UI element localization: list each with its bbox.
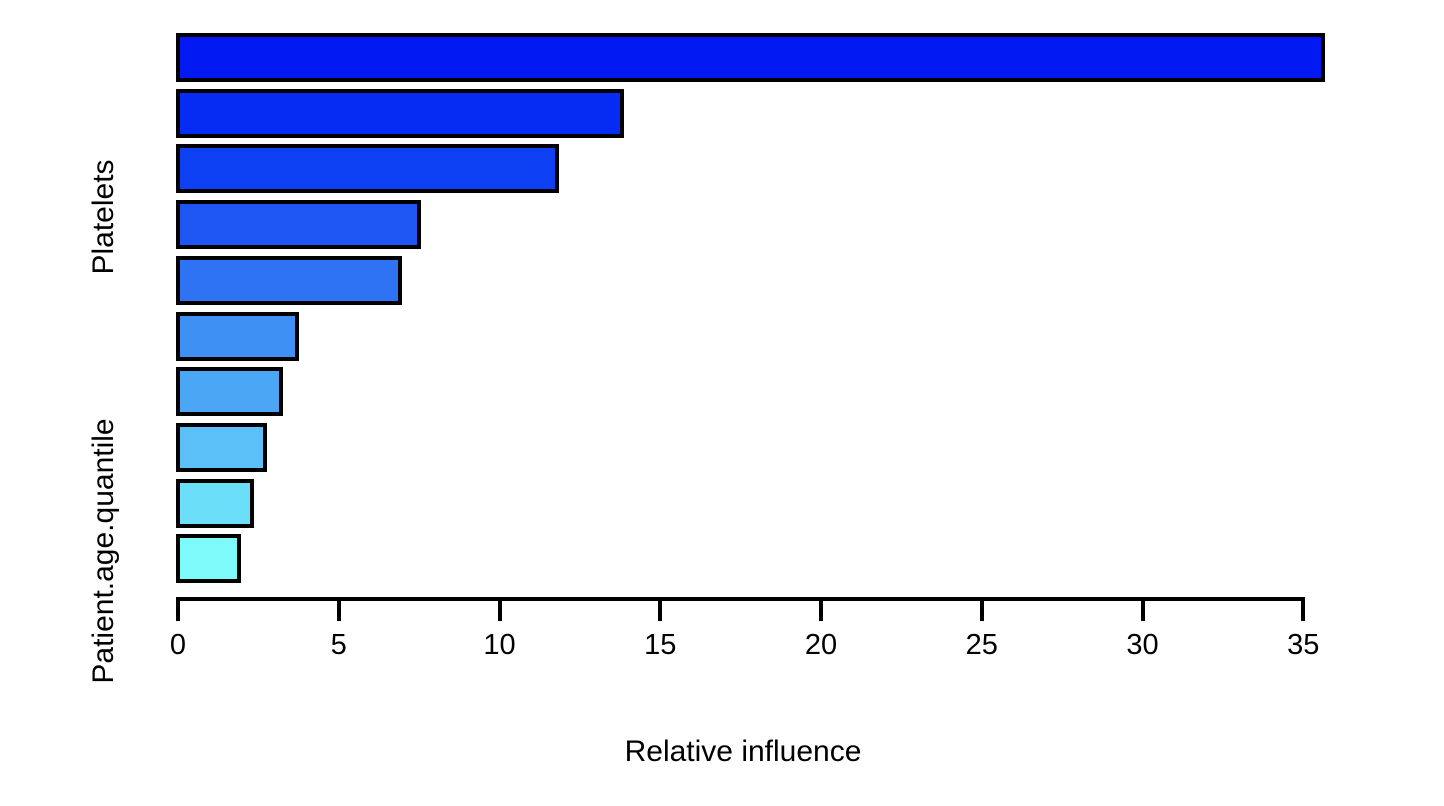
bar-9 (176, 478, 254, 528)
bar-8 (176, 422, 267, 472)
x-axis-tick-15 (658, 601, 663, 621)
x-axis-tick-label-5: 5 (330, 629, 347, 661)
bar-10 (176, 534, 242, 584)
x-axis-tick-label-20: 20 (804, 629, 838, 661)
bar-2 (176, 88, 624, 138)
bar-4 (176, 200, 422, 250)
x-axis-tick-label-15: 15 (644, 629, 677, 661)
x-axis-tick-label-0: 0 (169, 629, 187, 661)
x-axis-tick-20 (819, 601, 823, 621)
y-axis-label-patient-age-quantile: Patient.age.quantile (87, 418, 120, 684)
y-axis-label-platelets: Platelets (87, 159, 120, 275)
x-axis-tick-label-35: 35 (1287, 629, 1320, 661)
x-axis-tick-label-30: 30 (1126, 629, 1159, 661)
x-axis-tick-30 (1140, 601, 1145, 621)
x-axis-tick-label-25: 25 (965, 629, 998, 661)
bar-7 (176, 367, 283, 417)
x-axis-tick-10 (497, 601, 502, 621)
bar-6 (176, 311, 299, 361)
bar-3 (176, 144, 560, 194)
x-axis-title: Relative influence (624, 735, 862, 768)
x-axis-tick-label-10: 10 (483, 629, 516, 661)
x-axis-tick-25 (979, 601, 984, 621)
bar-1 (176, 33, 1325, 82)
x-axis-tick-35 (1301, 601, 1306, 621)
bar-5 (176, 255, 402, 305)
x-axis-line (176, 597, 1306, 601)
x-axis-tick-5 (336, 601, 341, 621)
x-axis-tick-0 (176, 601, 180, 621)
